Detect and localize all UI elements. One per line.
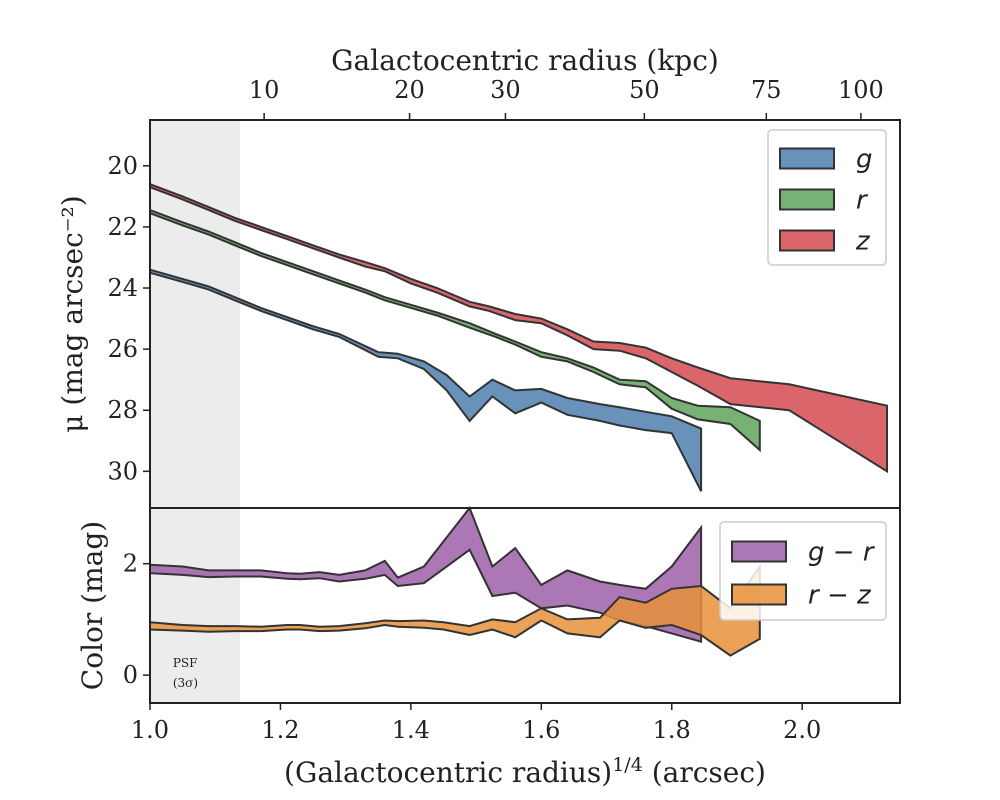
band-g xyxy=(149,268,703,492)
y-tick-label: 22 xyxy=(107,213,138,241)
color-y-tick-label: 0 xyxy=(123,661,138,689)
color-bands xyxy=(149,505,761,657)
surface-brightness-bands xyxy=(149,182,888,492)
psf-shaded-region-top xyxy=(150,120,240,508)
x-tick-label: 1.4 xyxy=(392,716,430,744)
legend-swatch-g-r xyxy=(731,540,787,563)
x-tick-label: 1.6 xyxy=(522,716,560,744)
top-axis-label: Galactocentric radius (kpc) xyxy=(331,44,719,77)
band-r xyxy=(149,208,761,453)
x-axis-label: (Galactocentric radius)1/4 (arcsec) xyxy=(284,754,766,789)
legend-swatch-r xyxy=(779,188,835,211)
x-tick-label: 1.0 xyxy=(131,716,169,744)
top-tick-label: 100 xyxy=(838,76,884,104)
psf-sigma-label: (3σ) xyxy=(173,676,198,690)
top-tick-label: 10 xyxy=(249,76,280,104)
top-legend: grz xyxy=(767,129,887,266)
top-tick-label: 75 xyxy=(751,76,782,104)
legend-label-z: z xyxy=(855,227,871,257)
y-tick-label: 24 xyxy=(107,274,138,302)
x-tick-label: 2.0 xyxy=(783,716,821,744)
legend-label-r: r xyxy=(856,186,869,216)
band-z xyxy=(149,182,888,474)
x-tick-label: 1.2 xyxy=(261,716,299,744)
top-tick-label: 50 xyxy=(629,76,660,104)
x-tick-label: 1.8 xyxy=(653,716,691,744)
y-tick-label: 26 xyxy=(107,335,138,363)
top-tick-label: 30 xyxy=(490,76,521,104)
band-r-z xyxy=(149,563,761,657)
legend-swatch-g xyxy=(779,147,835,170)
bottom-legend: g − r r − z xyxy=(719,521,887,621)
bottom-panel-frame xyxy=(149,507,901,704)
psf-shaded-region-bottom xyxy=(150,508,240,703)
y-tick-label: 30 xyxy=(107,457,138,485)
psf-label: PSF xyxy=(173,656,198,670)
legend-label-g: g xyxy=(856,145,873,175)
bottom-y-axis-label: Color (mag) xyxy=(76,521,109,690)
color-y-tick-label: 2 xyxy=(123,550,138,578)
y-tick-label: 20 xyxy=(107,152,138,180)
legend-swatch-z xyxy=(779,229,835,252)
y-tick-label: 28 xyxy=(107,396,138,424)
axes: 20 22 24 26 28 30 10 20 30 50 75 100 0 2 1.0 1.2 1.4 1.6 1… xyxy=(107,76,883,744)
top-tick-label: 20 xyxy=(394,76,425,104)
legend-label-g-r: g − r xyxy=(808,538,876,568)
legend-label-r-z: r − z xyxy=(808,581,872,611)
legend-swatch-r-z xyxy=(731,583,787,606)
top-y-axis-label: μ (mag arcsec⁻²) xyxy=(56,195,89,432)
band-g-r xyxy=(149,505,703,644)
